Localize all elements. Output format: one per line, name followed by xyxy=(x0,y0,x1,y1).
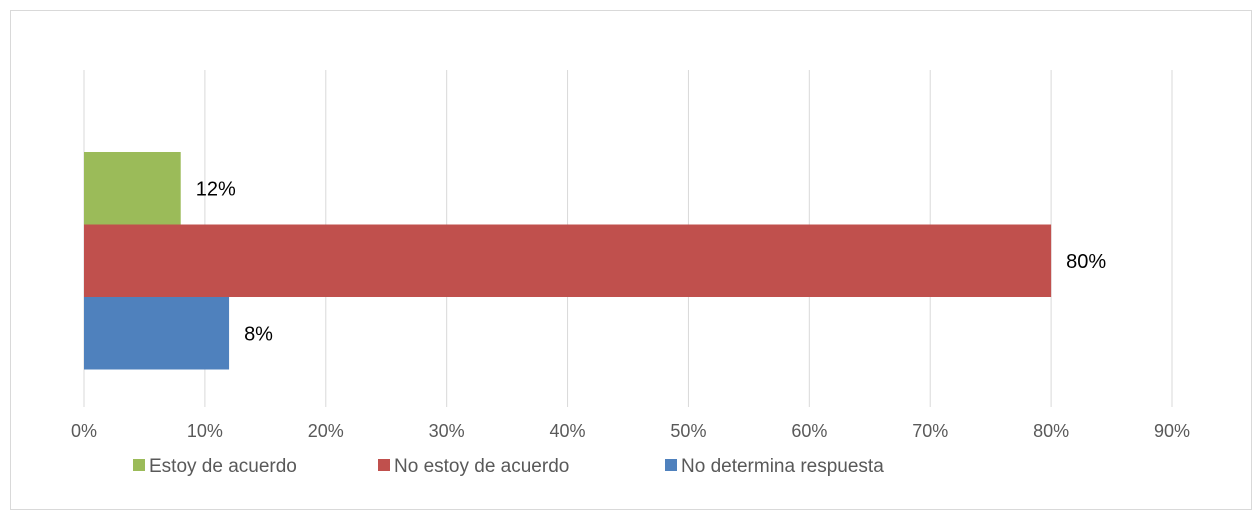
bar xyxy=(84,152,181,225)
bar xyxy=(84,297,230,370)
legend-swatch xyxy=(665,459,677,471)
legend-swatch xyxy=(133,459,145,471)
legend-label: No estoy de acuerdo xyxy=(394,456,569,477)
x-tick-label: 90% xyxy=(1154,421,1190,441)
x-tick-label: 80% xyxy=(1033,421,1069,441)
x-tick-label: 70% xyxy=(912,421,948,441)
x-tick-label: 50% xyxy=(670,421,706,441)
x-tick-label: 40% xyxy=(550,421,586,441)
legend-swatch xyxy=(378,459,390,471)
x-tick-label: 0% xyxy=(71,421,97,441)
data-label: 8% xyxy=(244,323,273,345)
legend-label: No determina respuesta xyxy=(681,456,884,477)
legend-label: Estoy de acuerdo xyxy=(149,456,297,477)
data-label: 12% xyxy=(196,178,236,200)
x-tick-label: 60% xyxy=(791,421,827,441)
data-label: 80% xyxy=(1066,251,1106,273)
x-tick-label: 10% xyxy=(187,421,223,441)
x-tick-label: 30% xyxy=(429,421,465,441)
x-tick-label: 20% xyxy=(308,421,344,441)
bar xyxy=(84,224,1052,297)
